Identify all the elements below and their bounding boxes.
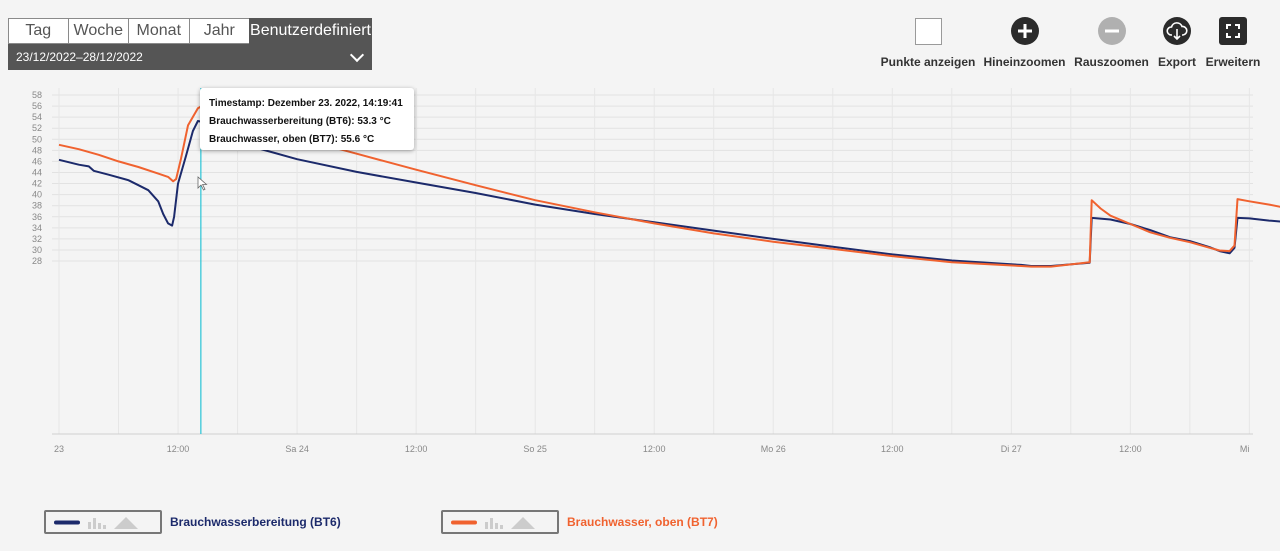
expand-label: Erweitern <box>1205 55 1261 69</box>
tab-tag[interactable]: Tag <box>8 18 68 44</box>
y-tick-label: 56 <box>32 101 42 111</box>
y-tick-label: 28 <box>32 256 42 266</box>
x-tick-label: Di 27 <box>1001 444 1022 454</box>
x-tick-label: 23 <box>54 444 64 454</box>
checkbox-icon[interactable] <box>914 17 942 45</box>
x-tick-label: 12:00 <box>643 444 666 454</box>
y-tick-label: 38 <box>32 201 42 211</box>
show-points-label: Punkte anzeigen <box>880 55 976 69</box>
x-tick-label: 12:00 <box>405 444 428 454</box>
zoom-in-button[interactable]: Hineinzoomen <box>983 16 1066 69</box>
cloud-download-icon <box>1163 17 1191 45</box>
date-range-dropdown[interactable]: 23/12/2022–28/12/2022 <box>8 44 372 70</box>
legend-label-bt6: Brauchwasserbereitung (BT6) <box>170 515 341 529</box>
minus-icon <box>1097 17 1126 45</box>
expand-button[interactable]: Erweitern <box>1206 16 1260 69</box>
tooltip-timestamp: Timestamp: Dezember 23. 2022, 14:19:41 <box>209 98 403 109</box>
fullscreen-icon <box>1219 17 1247 45</box>
date-range-value: 23/12/2022–28/12/2022 <box>16 50 143 64</box>
range-selector: Tag Woche Monat Jahr Benutzerdefiniert 23/12… <box>8 18 372 70</box>
legend-series-icon-bt7 <box>441 510 559 534</box>
y-tick-label: 36 <box>32 212 42 222</box>
y-tick-label: 30 <box>32 245 42 255</box>
y-tick-label: 32 <box>32 234 42 244</box>
y-tick-label: 42 <box>32 179 42 189</box>
tooltip-bt7: Brauchwasser, oben (BT7): 55.6 °C <box>209 134 375 145</box>
y-tick-label: 54 <box>32 112 42 122</box>
legend-label-bt7: Brauchwasser, oben (BT7) <box>567 515 718 529</box>
y-tick-label: 40 <box>32 190 42 200</box>
legend-item-bt6[interactable]: Brauchwasserbereitung (BT6) <box>44 510 341 534</box>
tab-monat[interactable]: Monat <box>128 18 189 44</box>
tab-jahr[interactable]: Jahr <box>188 18 250 44</box>
y-tick-label: 52 <box>32 123 42 133</box>
y-tick-label: 44 <box>32 167 42 177</box>
export-label: Export <box>1158 55 1197 69</box>
x-tick-label: 12:00 <box>1119 444 1142 454</box>
mouse-pointer-icon <box>197 176 208 191</box>
legend-item-bt7[interactable]: Brauchwasser, oben (BT7) <box>441 510 718 534</box>
series-line-bt7 <box>58 104 1280 268</box>
x-tick-label: So 25 <box>523 444 547 454</box>
x-tick-label: 12:00 <box>881 444 904 454</box>
y-tick-label: 48 <box>32 145 42 155</box>
legend-series-icon-bt6 <box>44 510 162 534</box>
show-points-toggle[interactable]: Punkte anzeigen <box>880 16 976 69</box>
export-button[interactable]: Export <box>1158 16 1196 69</box>
x-tick-label: Mo 26 <box>761 444 786 454</box>
x-tick-label: Mi <box>1240 444 1250 454</box>
chart-tooltip: Timestamp: Dezember 23. 2022, 14:19:41 B… <box>200 88 414 150</box>
x-tick-label: 12:00 <box>167 444 190 454</box>
plus-icon <box>1010 17 1039 45</box>
range-tabs: Tag Woche Monat Jahr Benutzerdefiniert <box>8 18 372 44</box>
x-tick-label: Sa 24 <box>285 444 309 454</box>
y-tick-label: 58 <box>32 90 42 100</box>
tab-benutzerdefiniert[interactable]: Benutzerdefiniert <box>249 18 372 44</box>
tab-woche[interactable]: Woche <box>67 18 129 44</box>
zoom-in-label: Hineinzoomen <box>983 55 1066 69</box>
y-tick-label: 34 <box>32 223 42 233</box>
zoom-out-label: Rauszoomen <box>1074 55 1149 69</box>
y-tick-label: 50 <box>32 134 42 144</box>
y-tick-label: 46 <box>32 156 42 166</box>
zoom-out-button[interactable]: Rauszoomen <box>1074 16 1149 69</box>
tooltip-bt6: Brauchwasserbereitung (BT6): 53.3 °C <box>209 116 391 127</box>
